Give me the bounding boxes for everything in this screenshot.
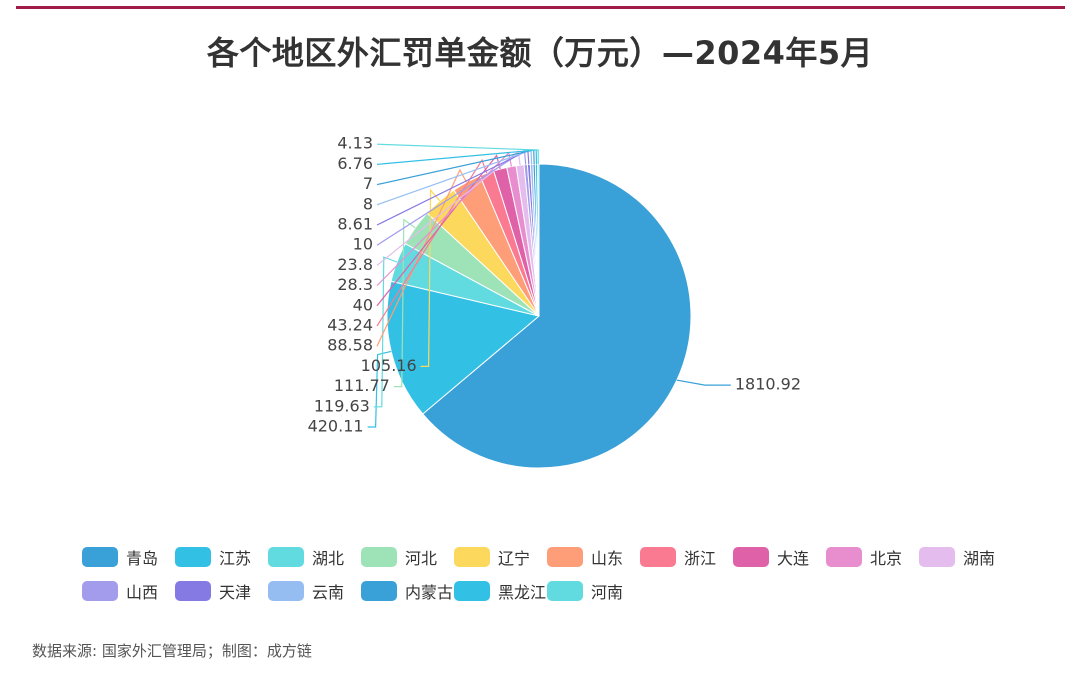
legend-label: 辽宁 — [498, 549, 531, 568]
legend-item-天津[interactable]: 天津 — [175, 579, 268, 603]
data-label-内蒙古: 7 — [363, 174, 373, 193]
legend-row: 青岛 江苏 湖北 河北 辽宁 山东 浙江 大连 北京 湖南 — [82, 540, 1042, 574]
legend-item-辽宁[interactable]: 辽宁 — [454, 545, 547, 569]
legend-item-内蒙古[interactable]: 内蒙古 — [361, 579, 454, 603]
legend-item-黑龙江[interactable]: 黑龙江 — [454, 579, 547, 603]
legend-swatch — [826, 547, 862, 567]
data-label-江苏: 420.11 — [308, 417, 364, 436]
data-label-大连: 40 — [353, 295, 373, 314]
legend-row: 山西 天津 云南 内蒙古 黑龙江 河南 — [82, 574, 1042, 608]
data-label-北京: 28.3 — [337, 275, 373, 294]
legend-label: 河北 — [405, 549, 438, 568]
legend-label: 山西 — [126, 583, 159, 602]
legend-item-江苏[interactable]: 江苏 — [175, 545, 268, 569]
data-label-河南: 4.13 — [337, 134, 373, 153]
leader-line-江苏 — [367, 350, 392, 428]
leader-line-湖北 — [373, 256, 398, 408]
legend-label: 云南 — [312, 583, 345, 602]
legend-swatch — [454, 547, 490, 567]
legend-item-云南[interactable]: 云南 — [268, 579, 361, 603]
legend-swatch — [547, 547, 583, 567]
data-label-山西: 10 — [353, 235, 373, 254]
legend-swatch — [361, 547, 397, 567]
legend-label: 河南 — [591, 583, 624, 602]
data-label-天津: 8.61 — [337, 215, 373, 234]
legend-label: 天津 — [219, 583, 252, 602]
legend-label: 黑龙江 — [498, 583, 547, 602]
legend-label: 内蒙古 — [405, 583, 454, 602]
leader-line-青岛 — [676, 379, 731, 386]
legend-label: 浙江 — [684, 549, 717, 568]
legend-item-北京[interactable]: 北京 — [826, 545, 919, 569]
legend-item-湖南[interactable]: 湖南 — [919, 545, 1012, 569]
chart-legend: 青岛 江苏 湖北 河北 辽宁 山东 浙江 大连 北京 湖南 山西 天津 云南 内蒙古 黑龙江 河南 — [82, 540, 1042, 608]
legend-label: 大连 — [777, 549, 810, 568]
data-label-云南: 8 — [363, 194, 373, 213]
legend-swatch — [175, 547, 211, 567]
legend-swatch — [268, 581, 304, 601]
leader-lines — [367, 143, 731, 428]
legend-swatch — [82, 581, 118, 601]
pie-slices — [386, 163, 692, 469]
pie-chart: 1810.92 420.11 119.63111.77105.1688.5843.2… — [308, 134, 801, 469]
data-label-山东: 88.58 — [327, 336, 373, 355]
leader-line-山东 — [376, 168, 468, 347]
legend-swatch — [547, 581, 583, 601]
data-labels: 1810.92 420.11 119.63111.77105.1688.5843.2… — [308, 134, 801, 436]
legend-swatch — [361, 581, 397, 601]
legend-label: 江苏 — [219, 549, 252, 568]
leader-line-辽宁 — [420, 188, 441, 367]
legend-swatch — [733, 547, 769, 567]
legend-label: 湖南 — [963, 549, 996, 568]
leader-line-浙江 — [376, 158, 488, 327]
legend-item-河南[interactable]: 河南 — [547, 579, 640, 603]
legend-swatch — [268, 547, 304, 567]
legend-item-大连[interactable]: 大连 — [733, 545, 826, 569]
pie-slice-河南[interactable] — [537, 163, 540, 317]
legend-swatch — [919, 547, 955, 567]
data-label-黑龙江: 6.76 — [337, 154, 373, 173]
data-label-河北: 111.77 — [334, 376, 390, 395]
legend-swatch — [454, 581, 490, 601]
data-label-辽宁: 105.16 — [361, 356, 417, 375]
legend-item-山东[interactable]: 山东 — [547, 545, 640, 569]
legend-swatch — [175, 581, 211, 601]
legend-label: 山东 — [591, 549, 624, 568]
leader-line-河南 — [376, 143, 539, 165]
legend-label: 青岛 — [126, 549, 159, 568]
source-note: 数据来源: 国家外汇管理局；制图：成方链 — [32, 642, 312, 660]
data-label-湖北: 119.63 — [314, 396, 370, 415]
legend-swatch — [82, 547, 118, 567]
legend-item-青岛[interactable]: 青岛 — [82, 545, 175, 569]
legend-item-浙江[interactable]: 浙江 — [640, 545, 733, 569]
data-label-青岛: 1810.92 — [735, 375, 801, 394]
data-label-浙江: 43.24 — [327, 316, 373, 335]
legend-label: 北京 — [870, 549, 903, 568]
legend-item-河北[interactable]: 河北 — [361, 545, 454, 569]
legend-item-山西[interactable]: 山西 — [82, 579, 175, 603]
legend-swatch — [640, 547, 676, 567]
chart-title: 各个地区外汇罚单金额（万元）—2024年5月 — [206, 34, 874, 72]
top-accent-rule — [16, 6, 1065, 9]
data-label-湖南: 23.8 — [337, 255, 373, 274]
legend-label: 湖北 — [312, 549, 345, 568]
legend-item-湖北[interactable]: 湖北 — [268, 545, 361, 569]
